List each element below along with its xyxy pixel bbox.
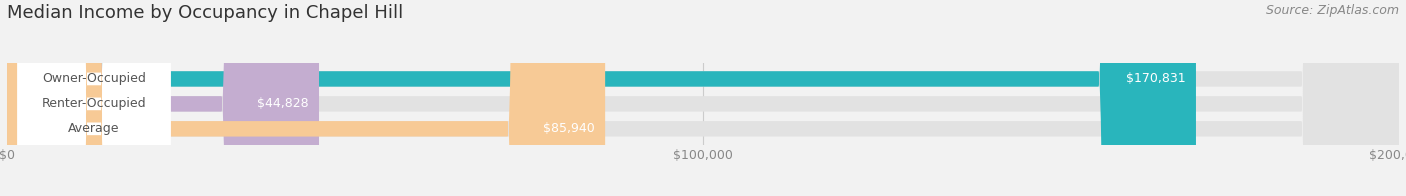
FancyBboxPatch shape bbox=[17, 0, 170, 196]
Text: Source: ZipAtlas.com: Source: ZipAtlas.com bbox=[1265, 4, 1399, 17]
FancyBboxPatch shape bbox=[7, 0, 1399, 196]
FancyBboxPatch shape bbox=[17, 0, 170, 196]
Text: Renter-Occupied: Renter-Occupied bbox=[42, 97, 146, 110]
FancyBboxPatch shape bbox=[17, 0, 170, 196]
FancyBboxPatch shape bbox=[7, 0, 319, 196]
Text: Owner-Occupied: Owner-Occupied bbox=[42, 73, 146, 85]
Text: $85,940: $85,940 bbox=[543, 122, 595, 135]
FancyBboxPatch shape bbox=[7, 0, 605, 196]
FancyBboxPatch shape bbox=[7, 0, 1399, 196]
Text: $170,831: $170,831 bbox=[1126, 73, 1185, 85]
Text: Average: Average bbox=[69, 122, 120, 135]
FancyBboxPatch shape bbox=[7, 0, 1197, 196]
Text: Median Income by Occupancy in Chapel Hill: Median Income by Occupancy in Chapel Hil… bbox=[7, 4, 404, 22]
Text: $44,828: $44,828 bbox=[257, 97, 308, 110]
FancyBboxPatch shape bbox=[7, 0, 1399, 196]
